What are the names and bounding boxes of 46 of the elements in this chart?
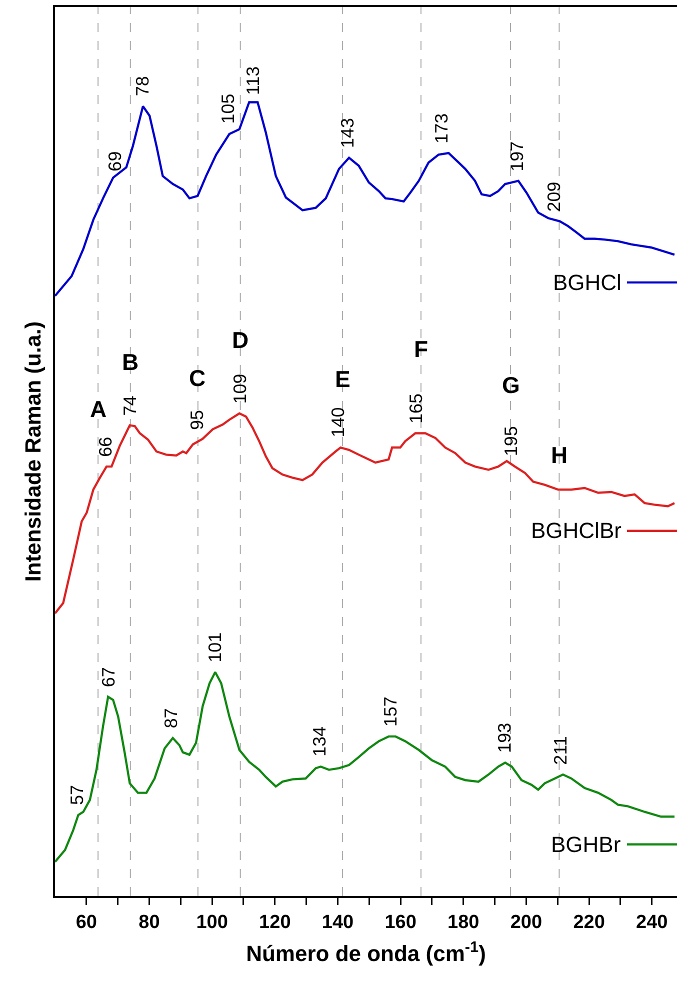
legend-label: BGHClBr <box>531 518 622 543</box>
annotation: 78 <box>132 76 153 96</box>
annotation: 143 <box>337 118 358 148</box>
annotation: 66 <box>96 436 116 457</box>
annotation: 193 <box>494 722 515 753</box>
x-tick-label: 220 <box>573 912 605 933</box>
x-axis-title: Número de onda (cm$^{-1}$) <box>246 938 486 966</box>
annotation: 211 <box>550 736 571 765</box>
annotation: 195 <box>500 426 521 456</box>
x-tick-label: 60 <box>76 912 97 933</box>
annotation: 173 <box>431 113 452 144</box>
annotation: 87 <box>161 708 182 728</box>
annotation: 165 <box>406 393 426 424</box>
x-tick-label: 100 <box>196 912 228 933</box>
annotation: 197 <box>507 141 528 172</box>
annotation: H <box>551 442 568 468</box>
annotation: D <box>232 327 249 353</box>
x-tick-label: 160 <box>384 912 416 933</box>
x-tick-label: 240 <box>636 912 668 933</box>
annotation: 69 <box>105 151 126 172</box>
y-axis-title: Intensidade Raman (u.a.) <box>20 321 46 582</box>
annotation: A <box>90 396 107 422</box>
annotation: 74 <box>120 396 140 416</box>
annotation: 57 <box>66 785 87 806</box>
annotation: 101 <box>205 632 226 662</box>
annotation: 140 <box>328 407 348 438</box>
legend-label: BGHBr <box>551 832 621 857</box>
annotation: 134 <box>309 726 330 756</box>
annotation: C <box>189 365 206 391</box>
annotation: 109 <box>230 374 250 404</box>
x-tick-label: 120 <box>259 912 291 933</box>
x-tick-label: 140 <box>322 912 354 933</box>
annotation: 209 <box>544 182 564 212</box>
annotation: B <box>122 349 139 375</box>
annotation: E <box>335 366 350 392</box>
annotation: 105 <box>218 94 238 124</box>
annotation: G <box>502 372 520 398</box>
annotation: 113 <box>242 66 263 96</box>
x-tick-label: 80 <box>138 912 160 933</box>
annotation: 95 <box>186 410 207 430</box>
x-tick-label: 180 <box>448 912 480 933</box>
annotation: F <box>414 336 428 362</box>
annotation: 67 <box>98 667 119 688</box>
x-tick-label: 200 <box>510 912 542 933</box>
annotation: 157 <box>380 696 401 727</box>
legend-label: BGHCl <box>553 270 622 295</box>
